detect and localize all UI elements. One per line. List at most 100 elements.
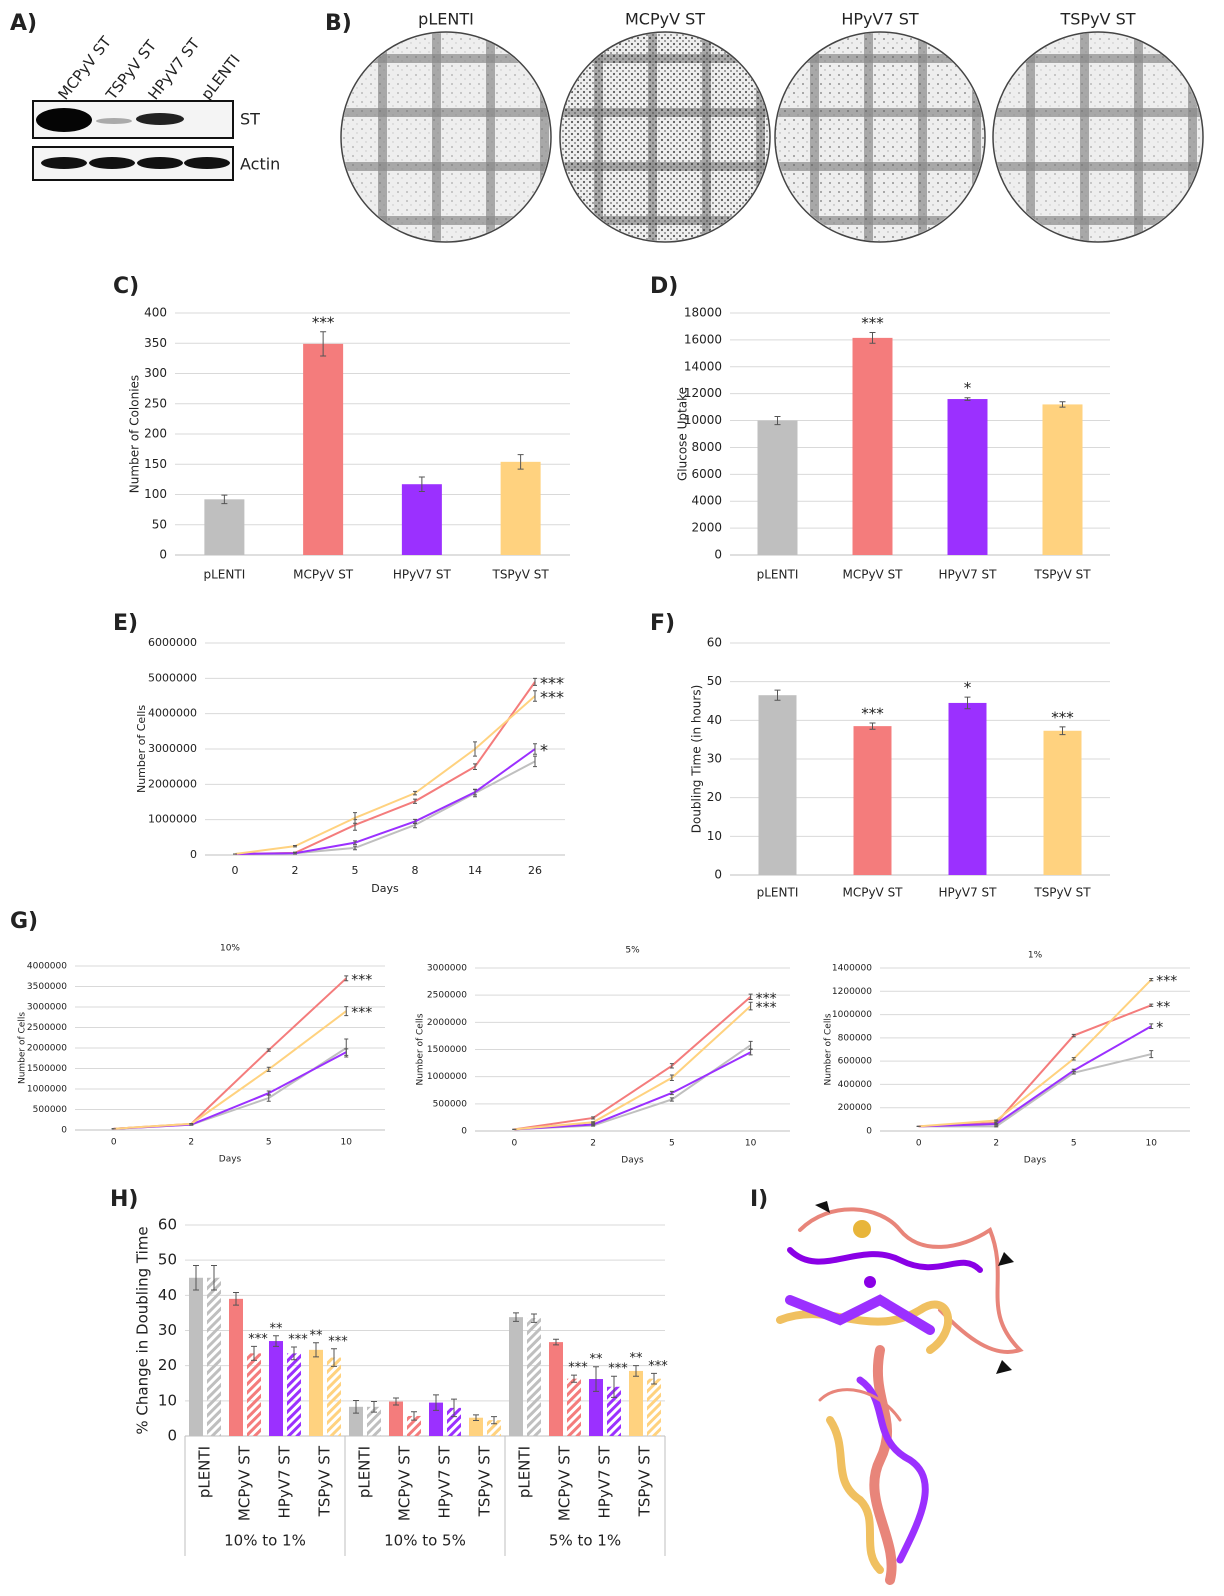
x-tick-label: pLENTI — [516, 1446, 534, 1498]
blot-band — [36, 108, 92, 132]
bar — [567, 1379, 581, 1436]
y-tick-label: 0 — [866, 1127, 872, 1137]
y-tick-label: 0 — [714, 548, 722, 562]
significance: *** — [608, 1362, 628, 1377]
panel-label: F) — [650, 611, 675, 636]
y-tick-label: 100 — [144, 487, 167, 501]
blot-band — [89, 157, 135, 169]
x-tick-label: HPyV7 ST — [939, 568, 998, 582]
y-tick-label: 0 — [61, 1126, 67, 1136]
group-label: 10% to 5% — [384, 1532, 466, 1550]
x-tick-label: 2 — [993, 1139, 999, 1149]
significance: *** — [756, 1000, 777, 1016]
y-tick-label: 12000 — [684, 386, 722, 400]
line — [514, 1045, 750, 1129]
significance: *** — [861, 314, 884, 332]
y-tick-label: 6000 — [691, 467, 722, 481]
plate-colonies — [776, 33, 984, 241]
significance: *** — [1051, 708, 1074, 726]
y-tick-label: 10 — [158, 1391, 177, 1409]
plate-label: pLENTI — [418, 10, 474, 29]
y-tick-label: 30 — [707, 752, 722, 766]
line — [514, 1006, 750, 1129]
y-tick-label: 4000000 — [27, 962, 67, 972]
x-tick-label: 5 — [669, 1139, 675, 1149]
x-tick-label: TSPyV ST — [1033, 886, 1091, 900]
y-tick-label: 60 — [707, 636, 722, 650]
bar — [207, 1278, 221, 1436]
y-tick-label: 10 — [707, 829, 722, 843]
y-tick-label: 1000000 — [427, 1072, 467, 1082]
y-tick-label: 600000 — [838, 1057, 873, 1067]
line — [919, 1026, 1152, 1126]
y-tick-label: 14000 — [684, 359, 722, 373]
y-tick-label: 1000000 — [832, 1010, 872, 1020]
y-axis-label: Doubling Time (in hours) — [690, 685, 704, 834]
significance: *** — [648, 1359, 668, 1374]
line — [235, 749, 535, 854]
x-tick-label: TSPyV ST — [1033, 568, 1091, 582]
bar — [949, 703, 987, 875]
x-tick-label: HPyV7 ST — [939, 886, 998, 900]
x-tick-label: MCPyV ST — [556, 1445, 574, 1521]
bar — [303, 344, 343, 555]
y-tick-label: 2000 — [691, 521, 722, 535]
y-tick-label: 500000 — [33, 1105, 68, 1115]
bar — [854, 726, 892, 875]
x-tick-label: TSPyV ST — [491, 568, 549, 582]
significance: *** — [312, 313, 335, 331]
significance: ** — [1156, 999, 1170, 1015]
panel-label: G) — [10, 909, 38, 934]
y-tick-label: 0 — [714, 868, 722, 882]
panel-label: I) — [750, 1187, 768, 1212]
x-tick-label: 2 — [188, 1138, 194, 1148]
y-tick-label: 0 — [461, 1127, 467, 1137]
bar — [549, 1342, 563, 1436]
chart-title: 10% — [220, 944, 240, 954]
significance: ** — [630, 1351, 644, 1366]
y-tick-label: 16000 — [684, 332, 722, 346]
y-tick-label: 3000000 — [427, 964, 467, 974]
line — [235, 696, 535, 854]
x-tick-label: 10 — [1146, 1139, 1158, 1149]
y-tick-label: 1500000 — [27, 1064, 67, 1074]
plate-colonies — [994, 33, 1202, 241]
bar — [327, 1358, 341, 1436]
chart-title: 5% — [625, 946, 640, 956]
y-tick-label: 3000000 — [27, 1003, 67, 1013]
x-tick-label: 10 — [745, 1139, 757, 1149]
group-label: 5% to 1% — [549, 1532, 621, 1550]
y-tick-label: 800000 — [838, 1033, 873, 1043]
x-axis-label: Days — [371, 882, 399, 895]
bar — [389, 1402, 403, 1436]
x-tick-label: 0 — [111, 1138, 117, 1148]
y-tick-label: 40 — [158, 1286, 177, 1304]
x-axis-label: Days — [621, 1156, 644, 1166]
structure-panel — [780, 1201, 1020, 1580]
plate-label: HPyV7 ST — [841, 10, 919, 29]
band-label: Actin — [240, 155, 280, 174]
bar — [1043, 404, 1083, 555]
y-tick-label: 2500000 — [427, 991, 467, 1001]
x-tick-label: 2 — [292, 864, 299, 877]
y-tick-label: 200 — [144, 427, 167, 441]
x-tick-label: 10 — [341, 1138, 353, 1148]
significance: *** — [351, 1005, 372, 1021]
y-tick-label: 4000000 — [148, 707, 197, 720]
significance: *** — [328, 1334, 348, 1349]
significance: * — [1156, 1020, 1163, 1036]
x-tick-label: 2 — [590, 1139, 596, 1149]
significance: *** — [351, 972, 372, 988]
y-axis-label: Number of Colonies — [128, 375, 142, 493]
y-axis-label: Number of Cells — [824, 1013, 834, 1085]
x-tick-label: MCPyV ST — [236, 1445, 254, 1521]
lane-label: pLENTI — [198, 51, 244, 103]
y-tick-label: 350 — [144, 336, 167, 350]
error-bar — [1149, 978, 1153, 980]
y-tick-label: 30 — [158, 1321, 177, 1339]
x-tick-label: TSPyV ST — [636, 1445, 654, 1517]
x-tick-label: HPyV7 ST — [436, 1445, 454, 1518]
significance: *** — [288, 1333, 308, 1348]
panel-label: H) — [110, 1187, 138, 1212]
y-tick-label: 2000000 — [148, 777, 197, 790]
